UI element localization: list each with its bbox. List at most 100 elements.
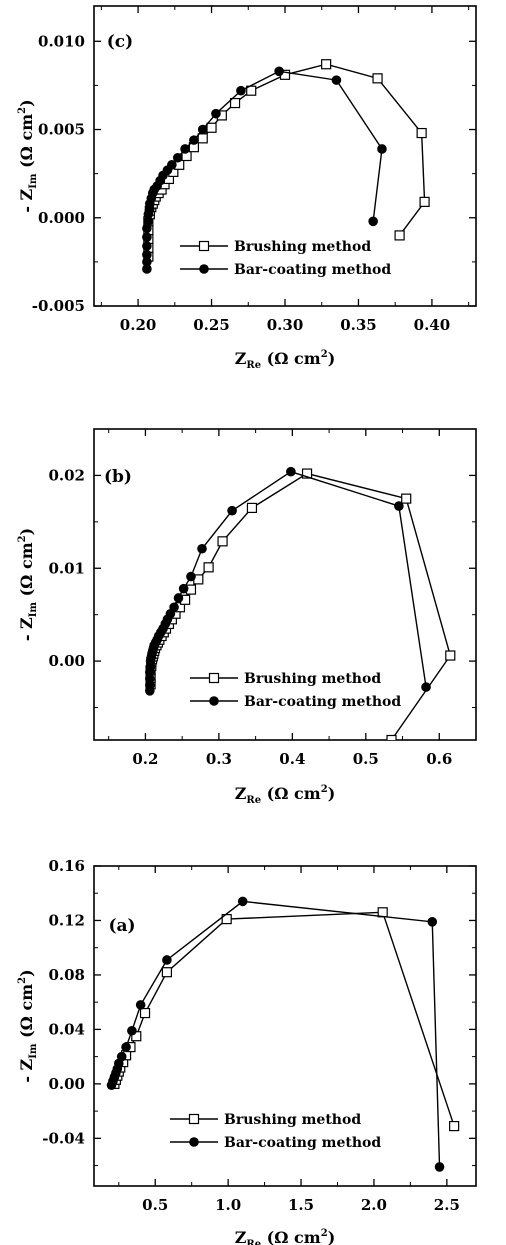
data-point (236, 85, 246, 96)
data-point (142, 250, 152, 260)
y-tick-label: 0.010 (38, 32, 85, 50)
y-axis-label: - ZIm (Ω cm2) (17, 969, 39, 1082)
data-point (286, 466, 296, 477)
legend: Brushing method Bar-coating method (180, 239, 391, 278)
data-point (180, 144, 190, 154)
data-point (386, 734, 397, 740)
legend: Brushing method Bar-coating method (170, 1112, 381, 1151)
x-tick-label: 0.5 (142, 1196, 168, 1214)
legend-entry: Bar-coating method (224, 1135, 381, 1151)
y-tick-label: 0.000 (38, 209, 85, 227)
x-tick-label: 1.0 (215, 1196, 241, 1214)
data-point (197, 133, 208, 144)
y-tick-label: 0.08 (48, 966, 85, 984)
data-point (246, 502, 258, 514)
legend-entry: Bar-coating method (234, 262, 391, 278)
series-brushing (143, 59, 430, 262)
data-point (427, 917, 438, 927)
axis-ticks (94, 865, 476, 1186)
legend-entry: Bar-coating method (244, 694, 401, 710)
panel-label: (b) (104, 467, 132, 487)
data-point (434, 1162, 445, 1172)
series-bar-coating (145, 466, 431, 696)
data-point (142, 264, 152, 274)
data-point (197, 124, 208, 135)
x-tick-label: 1.5 (288, 1196, 314, 1214)
data-point (142, 257, 152, 267)
x-tick-label: 2.5 (434, 1196, 460, 1214)
panel-c: 0.20 0.25 0.30 0.35 0.40 -0.005 0.000 0.005 0.01… (17, 5, 477, 371)
y-tick-label: 0.02 (48, 466, 85, 484)
data-point (135, 1000, 146, 1010)
legend-marker (199, 264, 209, 274)
series-brushing (109, 907, 460, 1132)
data-point (217, 536, 228, 547)
data-point (372, 73, 383, 84)
data-point (139, 1007, 151, 1019)
y-tick-label: 0.00 (48, 1075, 85, 1093)
data-point (321, 59, 332, 70)
series-bar-coating (142, 66, 387, 274)
data-point (449, 1120, 460, 1132)
data-point (394, 230, 405, 241)
data-point (229, 97, 241, 109)
x-tick-label: 0.30 (267, 316, 304, 334)
x-tick-label: 0.20 (120, 316, 157, 334)
data-point (172, 152, 183, 163)
x-tick-label: 0.35 (340, 316, 377, 334)
y-axis-label: - ZIm (Ω cm2) (17, 528, 39, 641)
data-point (211, 108, 221, 119)
data-point (186, 571, 196, 582)
x-tick-label: 0.5 (353, 750, 379, 768)
data-point (237, 896, 248, 907)
data-point (301, 468, 313, 479)
panel-b: 0.2 0.3 0.4 0.5 0.6 0.00 0.01 0.02 (b) Brushing m… (17, 428, 477, 806)
data-point (368, 216, 378, 227)
data-point (394, 501, 404, 511)
data-point (169, 602, 179, 613)
y-tick-label: 0.12 (48, 911, 85, 929)
data-point (206, 122, 217, 133)
axis-ticks (94, 6, 476, 307)
data-point (121, 1042, 131, 1052)
data-point (127, 1025, 137, 1036)
plot-frame (93, 428, 477, 741)
data-point (162, 955, 172, 965)
data-point (116, 1051, 127, 1062)
series-bar-coating (106, 896, 445, 1172)
legend-entry: Brushing method (244, 671, 381, 687)
legend-entry: Brushing method (224, 1112, 361, 1128)
data-point (445, 650, 456, 661)
data-point (173, 593, 184, 603)
x-tick-label: 2.0 (361, 1196, 387, 1214)
data-point (274, 66, 284, 77)
data-point (227, 505, 237, 516)
legend-marker (198, 240, 210, 252)
data-point (416, 127, 427, 139)
plot-frame (93, 865, 477, 1187)
data-point (401, 493, 412, 504)
legend-marker (189, 1137, 199, 1147)
x-tick-label: 0.40 (414, 316, 451, 334)
panel-label: (c) (107, 32, 133, 52)
panel-a: 0.5 1.0 1.5 2.0 2.5 -0.04 0.00 0.04 0.08 0.12 0.16… (17, 857, 477, 1245)
y-tick-label: 0.04 (48, 1020, 85, 1038)
x-axis-label: ZRe (Ω cm2) (235, 349, 336, 371)
x-axis-label: ZRe (Ω cm2) (235, 784, 336, 806)
data-point (377, 144, 387, 154)
data-point (331, 75, 342, 85)
y-tick-label: 0.01 (48, 559, 85, 577)
y-tick-label: 0.005 (38, 121, 85, 139)
legend: Brushing method Bar-coating method (190, 671, 401, 710)
data-point (178, 583, 189, 594)
y-axis-label: - ZIm (Ω cm2) (17, 99, 39, 212)
data-point (419, 196, 430, 207)
legend-marker (208, 672, 220, 684)
legend-entry: Brushing method (234, 239, 371, 255)
legend-marker (209, 696, 219, 706)
x-tick-label: 0.2 (132, 750, 158, 768)
data-point (421, 682, 431, 692)
data-point (143, 216, 154, 227)
y-tick-label: 0.16 (48, 857, 85, 875)
